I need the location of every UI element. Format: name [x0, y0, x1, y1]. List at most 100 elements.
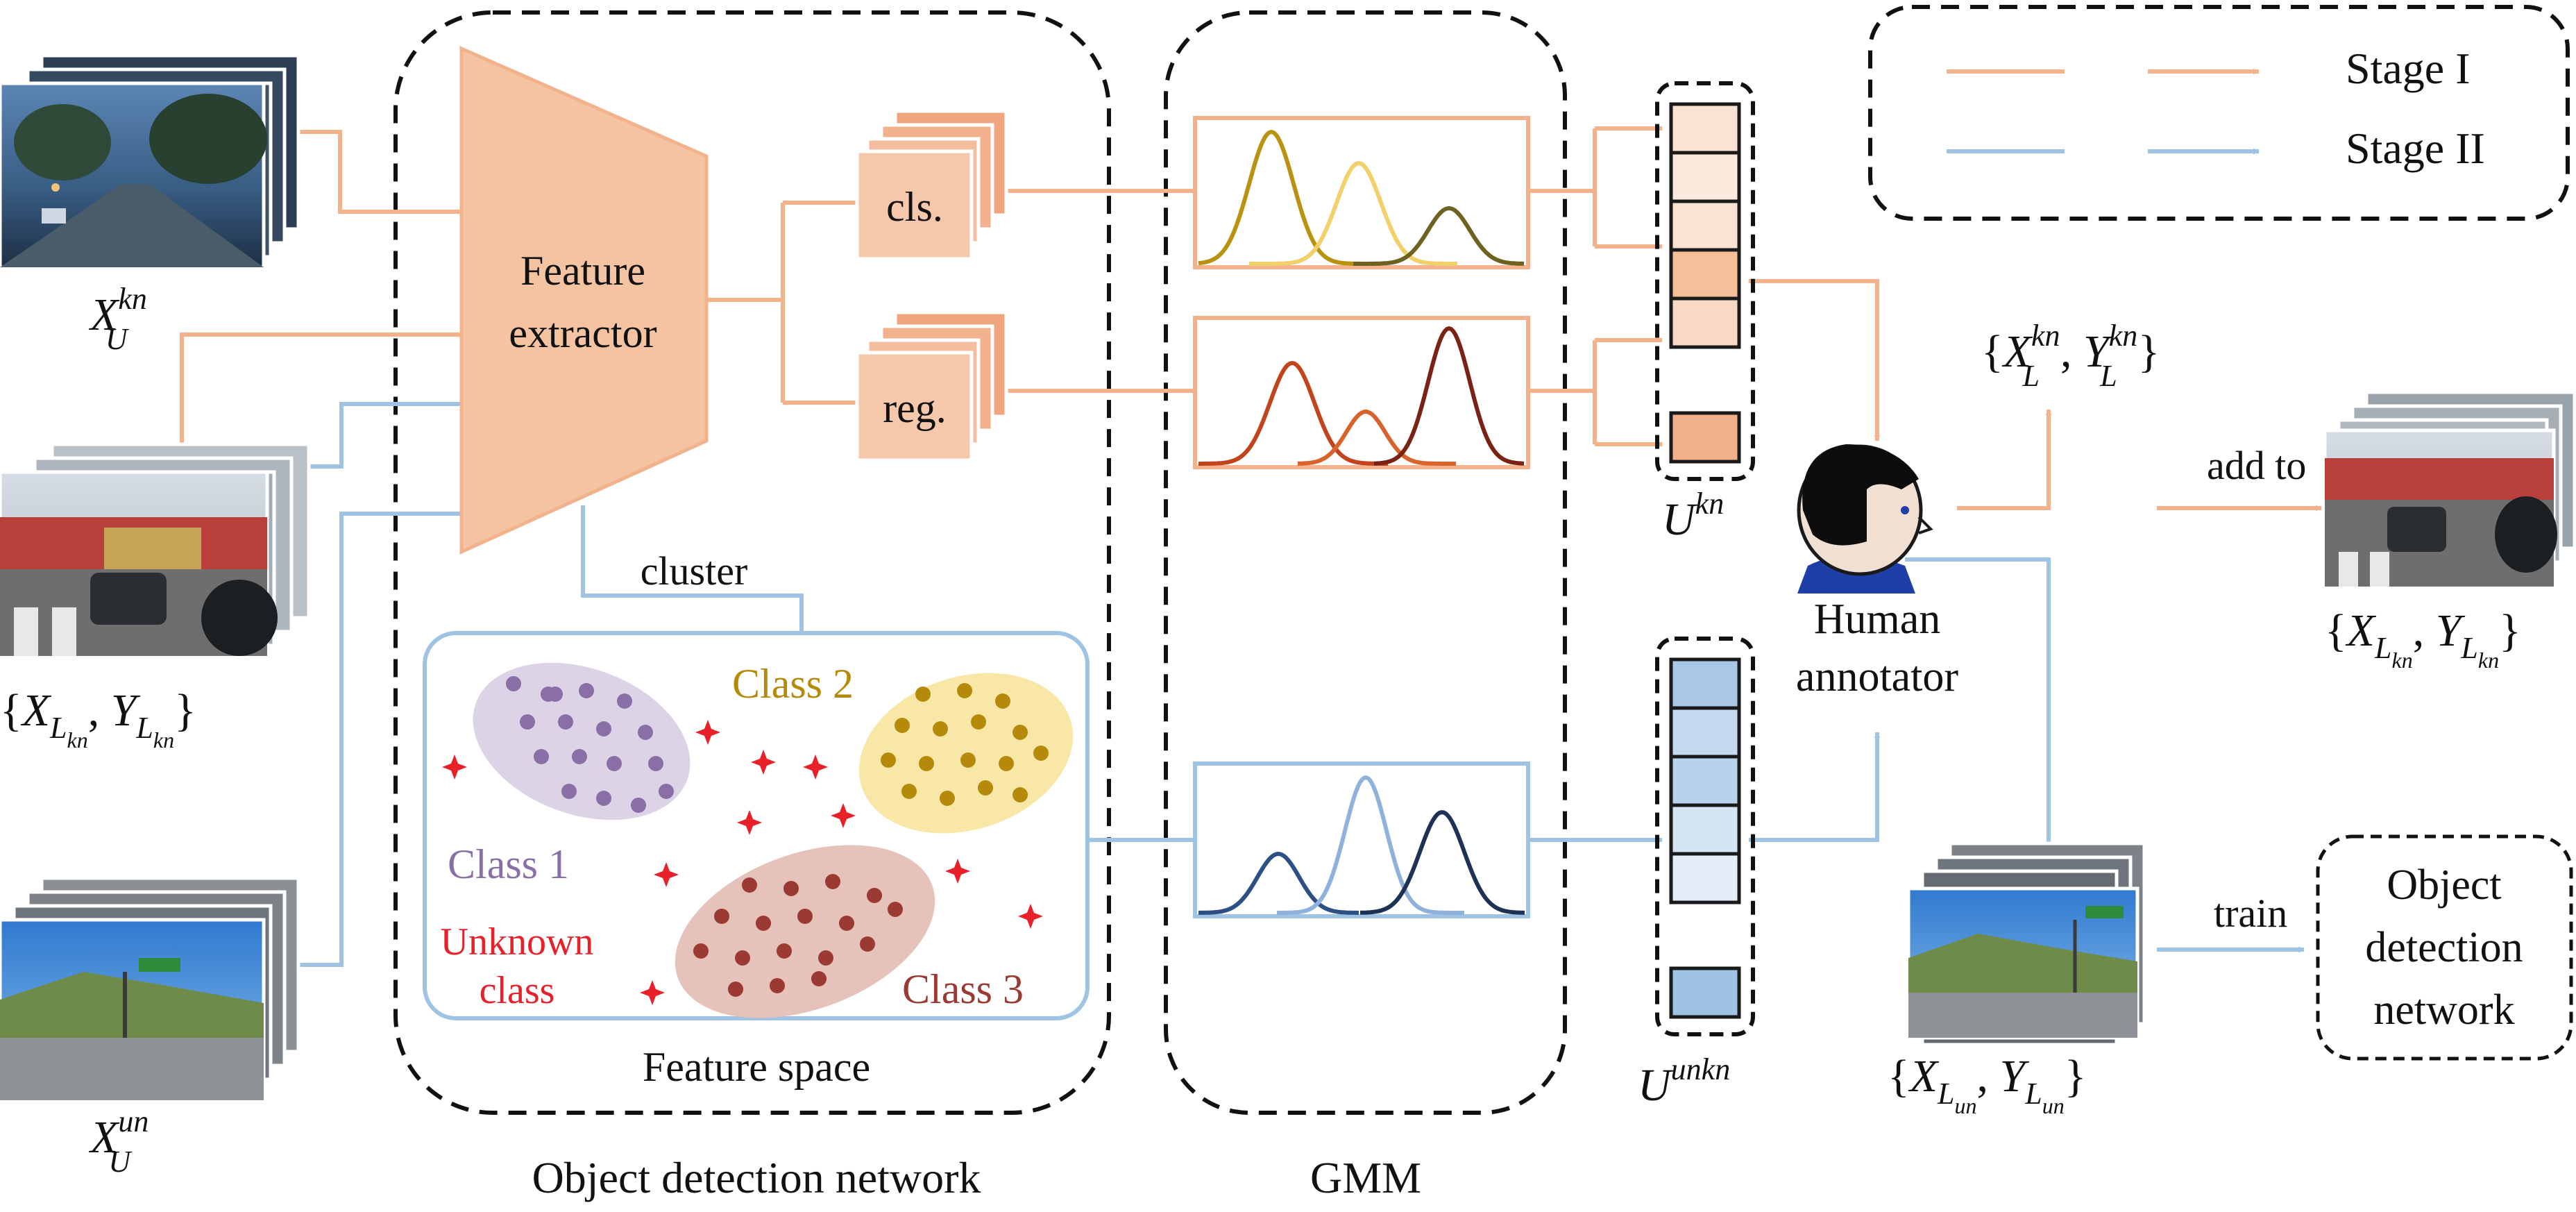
- gmm-cls-panel: [1193, 116, 1530, 269]
- class2-point: [1012, 725, 1028, 740]
- class2-point: [978, 780, 993, 796]
- u-kn-vector: [1669, 102, 1741, 464]
- unknown-point: [695, 720, 720, 745]
- train-label: train: [2214, 891, 2287, 936]
- u-unkn-dashed-box: [1655, 637, 1755, 1036]
- legend-box: [1868, 5, 2570, 221]
- feature-space-label: Feature space: [643, 1044, 870, 1090]
- gmm-reg-panel: [1193, 316, 1530, 469]
- class1-point: [548, 687, 563, 702]
- class3-point: [888, 902, 903, 917]
- legend-stage1-label: Stage I: [2346, 44, 2471, 93]
- class2-point: [940, 791, 955, 806]
- u-unkn-vector: [1669, 657, 1741, 1019]
- gmm-unknown-curve-3: [1360, 810, 1525, 915]
- detection-network-caption: Object detection network: [532, 1153, 981, 1202]
- class3-point: [756, 916, 771, 931]
- class1-point: [506, 676, 521, 691]
- class3-point: [693, 943, 709, 959]
- class3-point: [839, 916, 854, 931]
- xl-yl-un-label: {XLun, YLun}: [1888, 1051, 2086, 1118]
- class1-point: [520, 714, 535, 730]
- class3-cluster: [675, 845, 935, 1018]
- image-stack-unlabeled-known: [0, 53, 300, 269]
- unknown-point: [803, 755, 828, 780]
- u-unkn-label: Uunkn: [1638, 1052, 1730, 1111]
- feature-points: [442, 676, 1049, 1005]
- feature-extractor-block: [459, 46, 709, 555]
- class3-point: [797, 909, 813, 924]
- u-kn-label: Ukn: [1662, 487, 1724, 545]
- gmm-reg-curve-2: [1298, 409, 1456, 466]
- xl-yl-kn-sup-label: {Xkn L, Ykn L}: [1981, 319, 2160, 393]
- class1-point: [561, 784, 577, 799]
- gmm-caption: GMM: [1310, 1153, 1421, 1202]
- class1-cluster: [473, 662, 690, 820]
- class3-point: [728, 982, 743, 997]
- class1-point: [607, 756, 622, 771]
- feature-extractor-label-1: Feature: [520, 248, 645, 294]
- class3-label: Class 3: [902, 966, 1024, 1012]
- unknown-point: [442, 755, 467, 780]
- class1-point: [631, 798, 646, 813]
- gmm-cls-curve-2: [1249, 161, 1457, 266]
- stage2-connections: [300, 402, 2305, 967]
- class2-point: [933, 721, 948, 737]
- class2-point: [895, 718, 910, 733]
- legend-stage2-label: Stage II: [2346, 124, 2485, 173]
- class3-point: [742, 877, 757, 893]
- cluster-label: cluster: [641, 548, 748, 594]
- class3-point: [818, 950, 833, 966]
- unknown-point: [751, 750, 776, 775]
- image-stack-unlabeled-unknown: [0, 876, 300, 1102]
- output-detection-label-2: detection: [2365, 924, 2523, 971]
- class1-point: [572, 749, 587, 764]
- class3-point: [714, 909, 729, 924]
- gmm-cls-curve-1: [1198, 129, 1380, 266]
- output-detection-network-box: [2316, 834, 2573, 1061]
- class3-point: [783, 881, 799, 896]
- xu-kn-label: Xkn U: [88, 282, 147, 356]
- class2-point: [995, 693, 1010, 709]
- xl-yl-kn-label: {XLkn, YLkn}: [0, 685, 196, 752]
- cls-head-block: [855, 109, 1008, 261]
- unknown-point: [945, 859, 970, 884]
- human-annotator-icon: [1797, 444, 1933, 594]
- detection-network-group: [393, 10, 1111, 1115]
- class3-point: [735, 950, 750, 966]
- class1-point: [596, 721, 611, 737]
- xl-yl-kn-output-label: {XLkn, YLkn}: [2325, 605, 2521, 673]
- class2-point: [957, 683, 972, 698]
- class1-point: [534, 749, 549, 764]
- gmm-reg-curve-3: [1373, 326, 1525, 466]
- class1-point: [659, 784, 674, 799]
- gmm-group: [1164, 10, 1567, 1115]
- class3-point: [777, 943, 792, 959]
- class2-point: [999, 756, 1014, 771]
- class1-point: [617, 693, 632, 709]
- image-stack-output-unknown: [1906, 841, 2146, 1047]
- human-annotator-label-1: Human: [1814, 596, 1941, 643]
- output-detection-label-3: network: [2373, 986, 2514, 1034]
- class1-point: [579, 683, 594, 698]
- u-kn-dashed-box: [1655, 81, 1755, 481]
- unknown-point: [1018, 904, 1043, 929]
- class3-point: [811, 971, 827, 986]
- class2-point: [960, 752, 976, 768]
- cls-head-label: cls.: [886, 184, 943, 230]
- add-to-label: add to: [2207, 443, 2306, 488]
- reg-head-block: [855, 310, 1008, 462]
- class2-label: Class 2: [732, 661, 854, 707]
- output-detection-label-1: Object: [2387, 861, 2501, 909]
- class2-point: [1012, 787, 1028, 802]
- gmm-curves: [1198, 129, 1525, 915]
- unknown-point: [640, 980, 665, 1005]
- unknown-class-label-1: Unknown: [441, 920, 594, 963]
- image-stack-output-known: [2323, 390, 2576, 589]
- feature-space-box: [423, 631, 1090, 1020]
- human-annotator-label-2: annotator: [1796, 653, 1958, 700]
- gmm-unknown-curve-2: [1277, 775, 1464, 915]
- stage1-connections: [180, 126, 2322, 512]
